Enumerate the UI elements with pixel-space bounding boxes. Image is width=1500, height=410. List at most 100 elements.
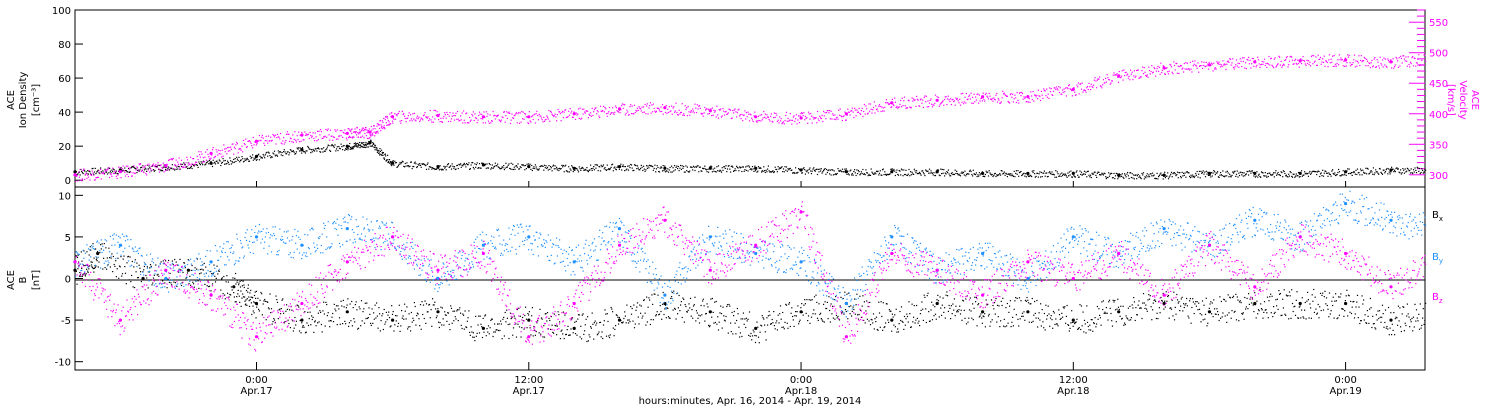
- scatter-dot: [754, 165, 756, 167]
- scatter-dot: [174, 282, 176, 284]
- scatter-dot: [131, 274, 133, 277]
- scatter-dot: [83, 250, 85, 252]
- scatter-dot: [97, 169, 99, 171]
- scatter-dot: [1192, 60, 1194, 62]
- scatter-dot: [904, 105, 906, 107]
- scatter-dot: [80, 251, 82, 253]
- scatter-dot: [260, 291, 262, 294]
- scatter-dot: [935, 99, 937, 102]
- scatter-dot: [1331, 61, 1333, 63]
- scatter-dot: [860, 110, 862, 112]
- data-point: [1117, 310, 1121, 314]
- scatter-dot: [889, 102, 891, 105]
- scatter-dot: [808, 113, 810, 115]
- scatter-dot: [1035, 96, 1037, 98]
- scatter-dot: [1410, 63, 1412, 65]
- scatter-dot: [664, 111, 667, 114]
- scatter-dot: [1031, 175, 1033, 178]
- scatter-dot: [736, 319, 738, 322]
- scatter-dot: [372, 142, 374, 144]
- scatter-dot: [253, 157, 255, 159]
- scatter-dot: [1298, 176, 1300, 178]
- scatter-dot: [140, 271, 142, 273]
- scatter-dot: [190, 284, 192, 286]
- scatter-dot: [745, 317, 747, 319]
- scatter-dot: [770, 115, 772, 117]
- scatter-dot: [591, 169, 593, 171]
- scatter-dot: [496, 165, 498, 167]
- scatter-dot: [159, 165, 161, 167]
- scatter-dot: [786, 322, 788, 324]
- scatter-dot: [210, 161, 212, 163]
- scatter-dot: [982, 175, 984, 177]
- scatter-dot: [131, 175, 133, 177]
- scatter-dot: [950, 173, 952, 175]
- scatter-dot: [495, 329, 497, 331]
- scatter-dot: [1421, 59, 1423, 61]
- scatter-dot: [383, 117, 385, 119]
- scatter-dot: [745, 326, 747, 329]
- scatter-dot: [86, 251, 88, 253]
- scatter-dot: [180, 284, 183, 287]
- scatter-dot: [1094, 171, 1096, 173]
- scatter-dot: [111, 169, 113, 171]
- scatter-dot: [545, 165, 547, 167]
- scatter-dot: [726, 168, 729, 170]
- scatter-dot: [379, 148, 381, 150]
- scatter-dot: [797, 305, 799, 307]
- scatter-dot: [877, 329, 879, 331]
- scatter-dot: [782, 122, 784, 124]
- scatter-dot: [1248, 174, 1250, 176]
- scatter-dot: [1011, 96, 1013, 98]
- scatter-dot: [193, 286, 195, 288]
- scatter-dot: [435, 317, 437, 319]
- scatter-dot: [96, 260, 98, 262]
- scatter-dot: [773, 117, 775, 119]
- scatter-dot: [168, 166, 170, 168]
- scatter-dot: [626, 109, 628, 111]
- scatter-dot: [539, 115, 541, 117]
- scatter-dot: [174, 164, 176, 166]
- scatter-dot: [251, 156, 253, 158]
- scatter-dot: [1352, 62, 1354, 64]
- scatter-dot: [1246, 170, 1248, 173]
- scatter-dot: [109, 176, 111, 179]
- scatter-dot: [799, 319, 801, 321]
- scatter-dot: [1148, 176, 1151, 178]
- scatter-dot: [971, 102, 973, 104]
- scatter-dot: [430, 166, 432, 168]
- scatter-dot: [664, 165, 666, 167]
- scatter-dot: [1020, 170, 1022, 173]
- scatter-dot: [1325, 172, 1328, 174]
- scatter-dot: [671, 165, 673, 167]
- scatter-dot: [975, 174, 977, 176]
- scatter-dot: [999, 172, 1001, 175]
- scatter-dot: [332, 145, 335, 147]
- scatter-dot: [234, 277, 236, 279]
- scatter-dot: [841, 171, 843, 173]
- scatter-dot: [733, 315, 735, 317]
- scatter-dot: [652, 166, 654, 168]
- scatter-dot: [507, 112, 509, 114]
- scatter-dot: [776, 329, 778, 331]
- scatter-dot: [125, 170, 127, 172]
- scatter-dot: [894, 97, 896, 99]
- scatter-dot: [218, 270, 220, 272]
- scatter-dot: [1130, 73, 1132, 75]
- scatter-dot: [758, 342, 760, 344]
- scatter-dot: [162, 162, 164, 164]
- scatter-dot: [802, 314, 804, 316]
- scatter-dot: [228, 296, 230, 298]
- scatter-dot: [748, 113, 750, 115]
- scatter-dot: [951, 172, 953, 174]
- scatter-dot: [676, 293, 678, 295]
- scatter-dot: [454, 115, 456, 117]
- scatter-dot: [168, 159, 170, 162]
- scatter-dot: [125, 283, 127, 285]
- scatter-dot: [336, 129, 338, 131]
- scatter-dot: [695, 166, 698, 168]
- scatter-dot: [1178, 72, 1180, 75]
- scatter-dot: [1302, 56, 1304, 58]
- data-point: [1253, 171, 1257, 175]
- scatter-dot: [196, 164, 198, 166]
